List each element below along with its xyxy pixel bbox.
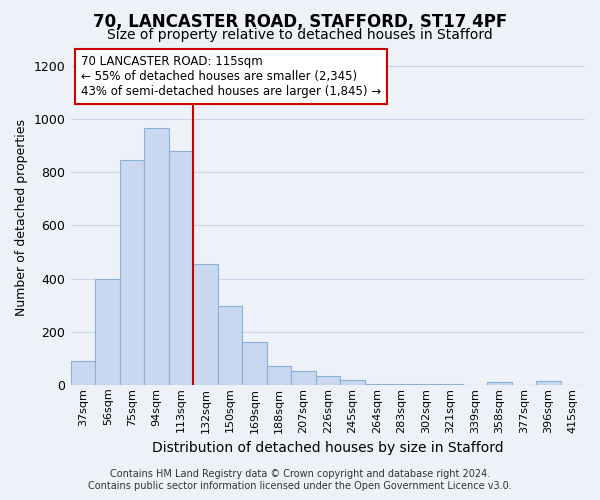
Bar (267, 366, 291, 385)
Bar (413, 384, 438, 385)
Bar (291, 371, 316, 385)
Bar (145, 128, 169, 385)
Text: Contains HM Land Registry data © Crown copyright and database right 2024.
Contai: Contains HM Land Registry data © Crown c… (88, 470, 512, 491)
Bar (71, 361, 95, 385)
Bar (218, 306, 242, 385)
Bar (169, 151, 193, 385)
Bar (120, 160, 145, 385)
Bar (95, 278, 120, 385)
Bar (487, 382, 512, 385)
Text: 70 LANCASTER ROAD: 115sqm
← 55% of detached houses are smaller (2,345)
43% of se: 70 LANCASTER ROAD: 115sqm ← 55% of detac… (81, 55, 382, 98)
Text: Size of property relative to detached houses in Stafford: Size of property relative to detached ho… (107, 28, 493, 42)
Bar (389, 384, 413, 385)
Bar (340, 380, 365, 385)
Bar (438, 384, 463, 385)
X-axis label: Distribution of detached houses by size in Stafford: Distribution of detached houses by size … (152, 441, 504, 455)
Bar (536, 381, 560, 385)
Text: 70, LANCASTER ROAD, STAFFORD, ST17 4PF: 70, LANCASTER ROAD, STAFFORD, ST17 4PF (93, 12, 507, 30)
Bar (193, 264, 218, 385)
Bar (365, 384, 389, 385)
Bar (316, 376, 340, 385)
Y-axis label: Number of detached properties: Number of detached properties (15, 119, 28, 316)
Bar (242, 342, 267, 385)
